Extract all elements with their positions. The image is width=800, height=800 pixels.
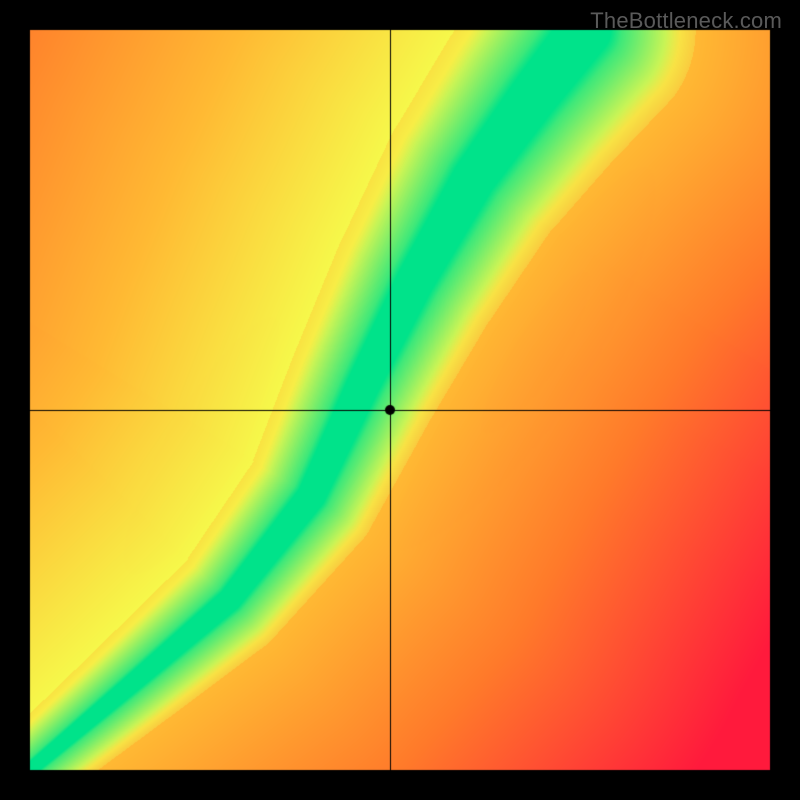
watermark-text: TheBottleneck.com [590,8,782,34]
chart-container: TheBottleneck.com [0,0,800,800]
bottleneck-heatmap [0,0,800,800]
